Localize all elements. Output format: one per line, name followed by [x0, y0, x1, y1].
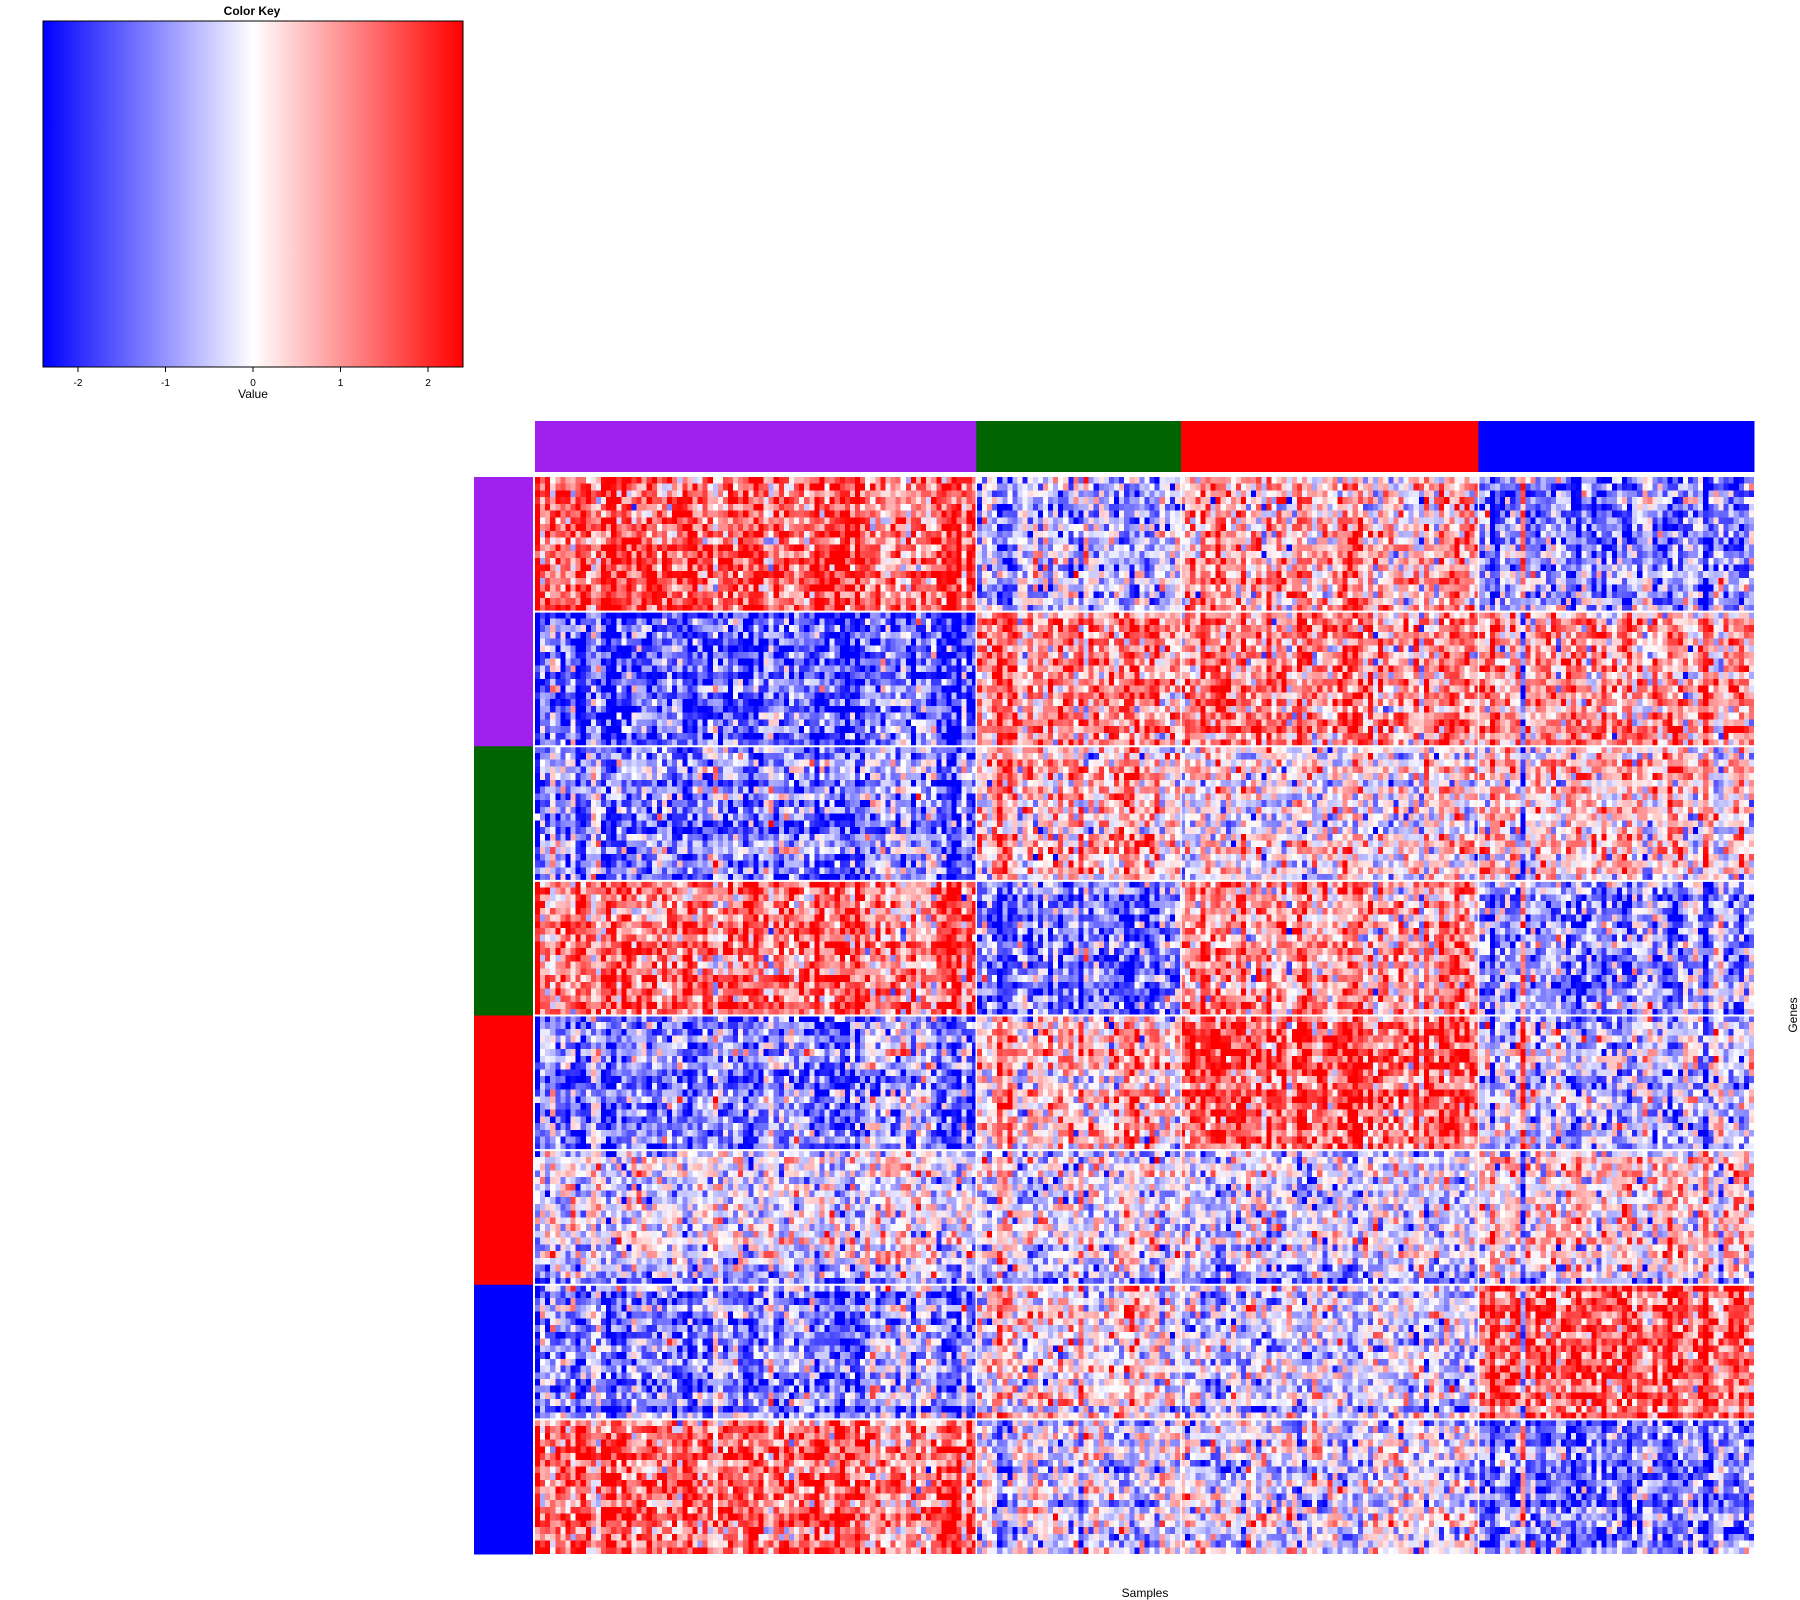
heatmap-row-separators	[535, 477, 1754, 1554]
row-group-bar	[474, 1015, 533, 1286]
color-key-tick-label: 1	[338, 378, 344, 389]
column-group-bar	[976, 421, 1182, 472]
color-key-tick-label: -2	[74, 378, 83, 389]
column-group-bar	[1181, 421, 1480, 472]
y-axis-label: Genes	[1786, 997, 1800, 1032]
heatmap-matrix	[535, 477, 1754, 1554]
color-key-gradient	[42, 20, 464, 368]
column-group-bar	[1478, 421, 1755, 472]
color-key-xlabel: Value	[238, 387, 268, 401]
color-key: Color Key -2 -1 0 1 2 Value	[42, 4, 464, 401]
color-key-title: Color Key	[224, 4, 281, 18]
row-group-bar	[474, 746, 533, 1016]
row-side-colors	[474, 477, 533, 1555]
row-group-bar	[474, 1284, 533, 1555]
column-group-bar	[535, 421, 977, 472]
x-axis-label: Samples	[1122, 1586, 1169, 1600]
color-key-tick-label: -1	[161, 378, 170, 389]
color-key-ticks: -2 -1 0 1 2	[74, 367, 431, 389]
color-key-tick-label: 0	[250, 378, 256, 389]
column-side-colors	[535, 421, 1755, 472]
row-group-bar	[474, 477, 533, 747]
color-key-tick-label: 2	[425, 378, 431, 389]
